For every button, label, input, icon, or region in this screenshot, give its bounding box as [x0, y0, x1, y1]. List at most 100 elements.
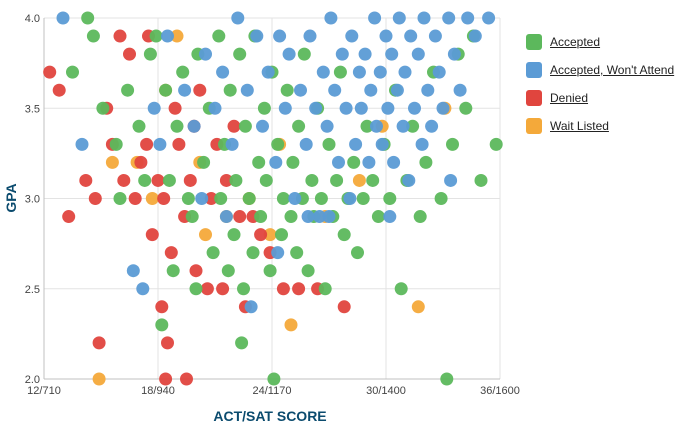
point-denied [88, 192, 102, 205]
point-accepted-won-t-attend [313, 210, 326, 224]
point-accepted [189, 282, 203, 296]
point-accepted [371, 210, 385, 224]
legend-item-denied[interactable]: Denied [526, 84, 674, 112]
point-accepted-won-t-attend [299, 137, 313, 151]
legend-swatch-accepted [526, 34, 542, 50]
point-denied [254, 228, 268, 242]
point-accepted-won-t-attend [136, 282, 150, 296]
point-wait-listed [199, 228, 212, 242]
point-accepted-won-t-attend [461, 11, 475, 25]
point-accepted [276, 192, 290, 205]
point-wait-listed [263, 228, 277, 242]
point-accepted [246, 246, 260, 260]
point-accepted-won-t-attend [375, 137, 389, 151]
point-accepted [143, 47, 157, 61]
point-accepted-won-t-attend [442, 11, 456, 25]
point-denied [216, 282, 230, 296]
point-accepted-won-t-attend [368, 11, 382, 25]
point-wait-listed [284, 318, 298, 332]
legend-item-accepted-wont-attend[interactable]: Accepted, Won't Attend [526, 56, 674, 84]
point-denied [337, 300, 351, 314]
point-accepted [459, 101, 473, 115]
point-accepted [86, 29, 100, 43]
point-accepted-won-t-attend [261, 65, 275, 79]
point-accepted-won-t-attend [153, 137, 167, 151]
point-accepted-won-t-attend [352, 65, 366, 79]
point-denied [164, 246, 178, 260]
legend-item-accepted[interactable]: Accepted [526, 28, 674, 56]
point-denied [151, 173, 165, 187]
point-accepted-won-t-attend [453, 83, 467, 97]
point-accepted [305, 173, 319, 187]
point-accepted-won-t-attend [324, 11, 338, 25]
point-accepted [254, 210, 268, 224]
point-accepted-won-t-attend [332, 155, 345, 169]
point-denied [134, 155, 148, 169]
point-accepted-won-t-attend [320, 119, 334, 133]
y-tick-label: 2.5 [25, 284, 40, 296]
point-accepted-won-t-attend [482, 11, 496, 25]
point-denied [52, 83, 66, 97]
point-accepted [257, 101, 271, 115]
point-accepted [292, 119, 306, 133]
point-denied [145, 228, 159, 242]
point-accepted [419, 155, 433, 169]
point-denied [117, 173, 131, 187]
point-accepted-won-t-attend [390, 83, 404, 97]
point-accepted-won-t-attend [417, 11, 431, 25]
point-accepted-won-t-attend [303, 29, 317, 43]
point-accepted-won-t-attend [468, 29, 482, 43]
point-accepted [176, 65, 190, 79]
point-accepted [474, 173, 488, 187]
point-accepted [221, 264, 235, 278]
point-denied [180, 372, 193, 386]
point-denied [113, 29, 127, 43]
point-accepted-won-t-attend [301, 210, 315, 224]
point-accepted [290, 246, 304, 260]
point-accepted [489, 137, 503, 151]
point-accepted [351, 246, 364, 260]
point-accepted-won-t-attend [273, 29, 287, 43]
point-accepted [149, 29, 163, 43]
point-accepted-won-t-attend [379, 29, 393, 43]
point-accepted [66, 65, 79, 79]
point-accepted-won-t-attend [269, 155, 283, 169]
point-accepted-won-t-attend [328, 83, 342, 97]
point-denied [62, 210, 76, 224]
point-accepted [284, 210, 298, 224]
point-denied [128, 192, 142, 205]
point-denied [183, 173, 197, 187]
point-accepted-won-t-attend [343, 192, 357, 205]
point-accepted [227, 228, 241, 242]
point-denied [79, 173, 93, 187]
point-accepted [229, 173, 243, 187]
x-tick-label: 24/1170 [253, 385, 292, 397]
point-accepted [242, 192, 256, 205]
point-accepted-won-t-attend [392, 11, 406, 25]
point-accepted-won-t-attend [187, 119, 201, 133]
point-accepted [237, 282, 250, 296]
point-denied [204, 192, 218, 205]
x-tick-label: 12/710 [27, 385, 61, 397]
point-accepted-won-t-attend [428, 29, 442, 43]
point-denied [219, 173, 233, 187]
legend-swatch-denied [526, 90, 542, 106]
legend-swatch-wait-listed [526, 118, 542, 134]
x-tick-label: 36/1600 [480, 385, 520, 397]
point-accepted-won-t-attend [294, 83, 307, 97]
point-denied [233, 210, 247, 224]
x-tick-label: 30/1400 [366, 385, 406, 397]
point-accepted [214, 192, 228, 205]
point-wait-listed [352, 173, 366, 187]
point-accepted [356, 192, 370, 205]
point-denied [155, 300, 169, 314]
y-tick-label: 2.0 [25, 374, 40, 386]
point-accepted [337, 228, 351, 242]
point-accepted-won-t-attend [244, 300, 258, 314]
legend-item-wait-listed[interactable]: Wait Listed [526, 112, 674, 140]
point-accepted [223, 83, 237, 97]
point-accepted [113, 192, 127, 205]
point-wait-listed [105, 155, 119, 169]
legend-label-denied: Denied [550, 91, 589, 105]
point-accepted-won-t-attend [364, 83, 378, 97]
